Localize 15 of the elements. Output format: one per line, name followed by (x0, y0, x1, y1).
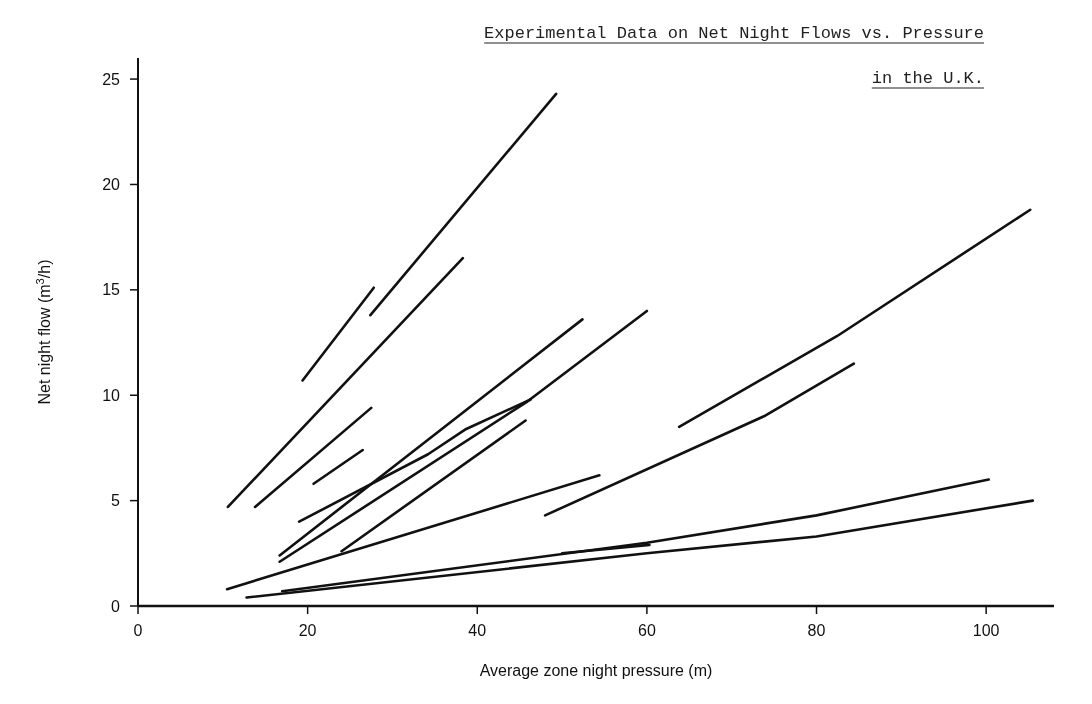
y-tick-label: 20 (102, 176, 121, 194)
chart-title: Experimental Data on Net Night Flows vs. Pressure (484, 24, 984, 43)
y-tick-label: 0 (111, 597, 121, 615)
y-tick-label: 10 (102, 386, 121, 404)
x-tick-label: 40 (468, 622, 487, 639)
x-axis-title: Average zone night pressure (m) (479, 662, 713, 679)
x-tick-label: 0 (133, 622, 143, 639)
y-tick-label: 15 (102, 281, 121, 299)
text: in the U.K. (871, 69, 984, 88)
x-tick-label: 80 (807, 622, 826, 639)
y-tick-label: 5 (111, 492, 121, 510)
x-tick-label: 100 (972, 622, 1000, 639)
y-tick-label: 25 (102, 70, 121, 88)
x-tick-label: 20 (298, 622, 317, 639)
x-tick-label: 60 (637, 622, 656, 639)
